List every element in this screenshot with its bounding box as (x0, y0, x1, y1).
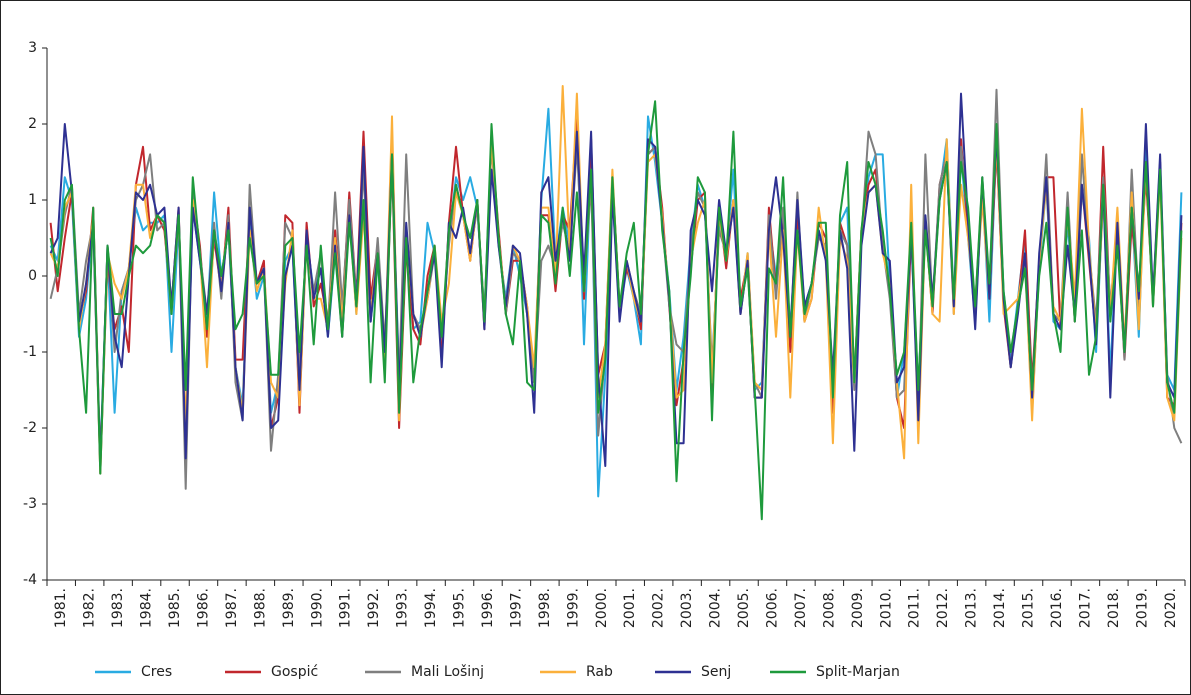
legend-label: Gospić (271, 664, 318, 680)
x-tick-label: 1981. (53, 588, 69, 628)
x-tick-label: 1989. (281, 588, 297, 628)
x-tick-label: 1999. (565, 588, 581, 628)
x-tick-label: 2006. (764, 588, 780, 628)
x-tick-label: 1986. (195, 588, 211, 628)
x-tick-label: 2009. (850, 588, 866, 628)
x-tick-label: 1985. (167, 588, 183, 628)
x-tick-label: 2011. (907, 588, 923, 628)
x-tick-label: 2008. (821, 588, 837, 628)
x-tick-label: 2018. (1106, 588, 1122, 628)
x-tick-label: 2012. (935, 588, 951, 628)
x-tick-label: 1993. (395, 588, 411, 628)
legend-label: Senj (701, 664, 731, 680)
x-tick-label: 1996. (480, 588, 496, 628)
legend-label: Rab (586, 664, 613, 680)
x-tick-label: 2003. (679, 588, 695, 628)
x-tick-label: 2014. (992, 588, 1008, 628)
x-tick-label: 1983. (110, 588, 126, 628)
x-tick-label: 2005. (736, 588, 752, 628)
y-tick-label: 1 (28, 192, 37, 208)
y-tick-label: -4 (23, 572, 37, 588)
x-tick-label: 2017. (1077, 588, 1093, 628)
x-tick-label: 1992. (366, 588, 382, 628)
y-tick-label: 2 (28, 116, 37, 132)
legend-label: Split-Marjan (816, 664, 900, 680)
series-line (49, 100, 1183, 521)
x-tick-label: 2010. (878, 588, 894, 628)
x-tick-label: 2015. (1021, 588, 1037, 628)
x-tick-label: 1998. (537, 588, 553, 628)
x-tick-label: 2019. (1134, 588, 1150, 628)
x-tick-label: 1997. (508, 588, 524, 628)
x-tick-label: 1982. (82, 588, 98, 628)
x-tick-label: 1984. (139, 588, 155, 628)
x-tick-label: 2007. (793, 588, 809, 628)
y-tick-label: -2 (23, 420, 37, 436)
y-tick-label: -3 (23, 496, 37, 512)
x-tick-label: 1995. (452, 588, 468, 628)
x-tick-label: 1990. (309, 588, 325, 628)
legend-label: Mali Lošinj (411, 664, 484, 680)
y-tick-label: 3 (28, 40, 37, 56)
x-tick-label: 1987. (224, 588, 240, 628)
x-tick-label: 2016. (1049, 588, 1065, 628)
y-tick-label: -1 (23, 344, 37, 360)
x-tick-label: 2001. (622, 588, 638, 628)
x-tick-label: 2020. (1163, 588, 1179, 628)
legend-label: Cres (141, 664, 172, 680)
x-tick-label: 1988. (252, 588, 268, 628)
x-tick-label: 2004. (708, 588, 724, 628)
x-tick-label: 2000. (594, 588, 610, 628)
x-tick-label: 1991. (338, 588, 354, 628)
x-tick-label: 2002. (651, 588, 667, 628)
y-tick-label: 0 (28, 268, 37, 284)
x-tick-label: 1994. (423, 588, 439, 628)
x-tick-label: 2013. (964, 588, 980, 628)
